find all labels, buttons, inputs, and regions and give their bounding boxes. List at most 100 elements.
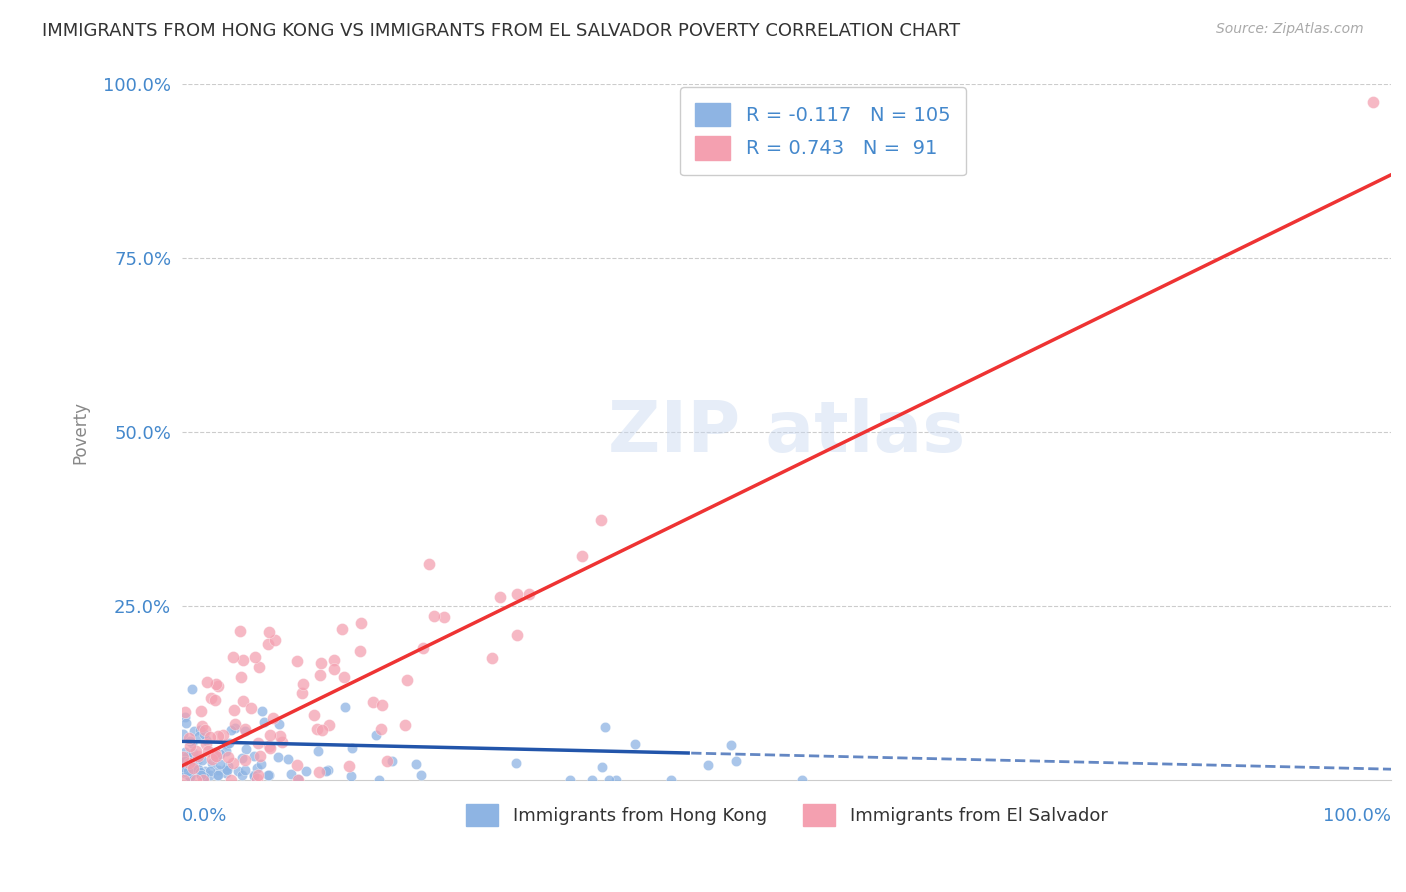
Point <box>215 765 238 780</box>
Point <box>363 695 385 709</box>
Point <box>190 704 212 718</box>
Point <box>174 745 197 759</box>
Point <box>318 718 340 732</box>
Point <box>624 737 647 751</box>
Point <box>194 723 217 738</box>
Point <box>190 768 212 782</box>
Point <box>214 763 236 777</box>
Point <box>194 764 217 779</box>
Point <box>191 719 214 733</box>
Point <box>190 768 212 782</box>
Point <box>209 756 232 771</box>
Point <box>364 727 387 741</box>
Point <box>179 731 201 746</box>
Point <box>179 734 201 748</box>
Point <box>259 728 281 742</box>
Point <box>221 772 243 787</box>
Point <box>222 649 245 664</box>
Point <box>257 768 280 782</box>
Point <box>247 660 270 674</box>
Point <box>395 673 418 687</box>
Point <box>302 708 325 723</box>
Point <box>605 772 627 787</box>
Point <box>311 723 333 738</box>
Point <box>207 679 229 693</box>
Point <box>173 756 195 770</box>
Point <box>181 764 204 779</box>
Point <box>481 650 503 665</box>
Point <box>215 737 238 751</box>
Point <box>173 772 195 787</box>
Point <box>179 739 201 753</box>
Point <box>257 625 280 640</box>
Point <box>517 587 540 601</box>
Point <box>243 748 266 763</box>
Point <box>256 637 278 651</box>
Point <box>218 736 240 750</box>
Point <box>350 615 373 630</box>
Point <box>181 736 204 750</box>
Point <box>249 748 271 763</box>
Point <box>250 704 273 718</box>
Point <box>307 744 329 758</box>
Point <box>505 756 527 771</box>
Point <box>191 772 214 787</box>
Point <box>659 772 682 787</box>
Point <box>287 772 309 787</box>
Point <box>233 722 256 736</box>
Point <box>697 757 720 772</box>
Point <box>224 722 246 736</box>
Point <box>433 610 456 624</box>
Point <box>181 754 204 768</box>
Point <box>247 768 270 782</box>
Point <box>207 763 229 777</box>
Point <box>259 740 281 755</box>
Point <box>242 768 264 782</box>
Point <box>173 710 195 724</box>
Point <box>571 549 593 564</box>
Point <box>221 723 243 737</box>
Text: IMMIGRANTS FROM HONG KONG VS IMMIGRANTS FROM EL SALVADOR POVERTY CORRELATION CHA: IMMIGRANTS FROM HONG KONG VS IMMIGRANTS … <box>42 22 960 40</box>
Point <box>181 681 204 696</box>
Point <box>187 764 209 779</box>
Point <box>179 756 201 771</box>
Point <box>337 759 360 773</box>
Point <box>242 769 264 783</box>
Point <box>205 749 228 764</box>
Point <box>375 754 398 768</box>
Point <box>291 686 314 700</box>
Point <box>224 703 246 717</box>
Point <box>285 758 308 772</box>
Point <box>188 764 211 779</box>
Point <box>176 749 198 764</box>
Point <box>335 700 357 714</box>
Point <box>193 770 215 784</box>
Point <box>217 763 239 777</box>
Point <box>177 764 200 778</box>
Point <box>209 747 232 762</box>
Point <box>411 767 433 781</box>
Point <box>180 755 202 769</box>
Point <box>205 768 228 782</box>
Text: ZIP atlas: ZIP atlas <box>607 398 966 467</box>
Point <box>422 609 444 624</box>
Point <box>181 761 204 775</box>
Point <box>176 756 198 770</box>
Point <box>187 749 209 764</box>
Point <box>309 667 332 681</box>
Point <box>187 729 209 743</box>
Point <box>240 701 263 715</box>
Legend: Immigrants from Hong Kong, Immigrants from El Salvador: Immigrants from Hong Kong, Immigrants fr… <box>458 797 1115 833</box>
Point <box>197 675 219 690</box>
Point <box>330 622 353 636</box>
Point <box>394 718 416 732</box>
Point <box>179 768 201 782</box>
Point <box>198 730 221 744</box>
Point <box>349 644 371 658</box>
Point <box>280 767 302 781</box>
Point <box>217 750 239 764</box>
Point <box>264 632 287 647</box>
Point <box>243 649 266 664</box>
Text: Source: ZipAtlas.com: Source: ZipAtlas.com <box>1216 22 1364 37</box>
Point <box>217 759 239 773</box>
